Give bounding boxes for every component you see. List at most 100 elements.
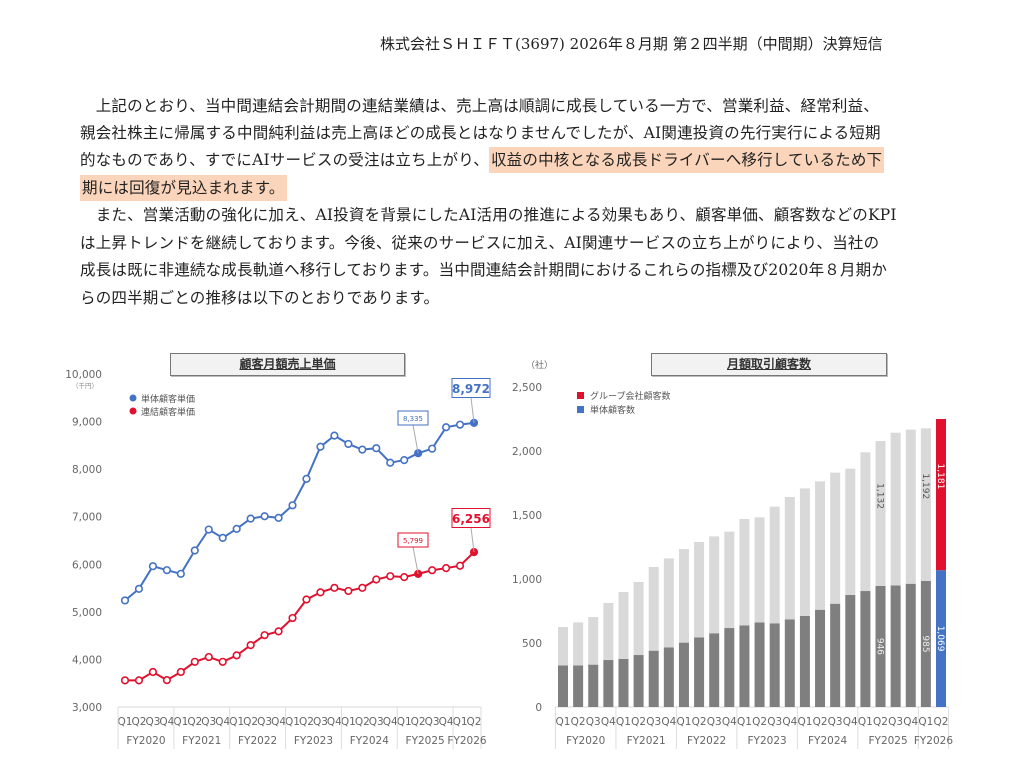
data-point (176, 569, 185, 578)
data-point (441, 423, 451, 432)
year-label: FY2024 (808, 735, 847, 747)
data-point (232, 524, 241, 533)
bar-single-customers (709, 633, 720, 707)
x-tick-label: Q1 (173, 716, 188, 728)
data-point (400, 573, 409, 582)
bar-group-customers (633, 581, 644, 656)
bar-single-customers (784, 619, 795, 707)
legend-marker (129, 394, 137, 402)
data-point (330, 431, 339, 440)
bar-group-customers (830, 472, 841, 604)
data-point (162, 676, 171, 685)
y-unit-label: （千円） (72, 381, 98, 390)
legend-label: 連結顧客単価 (141, 406, 195, 418)
x-tick-label: Q3 (369, 716, 384, 728)
x-tick-label: Q2 (467, 716, 482, 728)
body-line: 期には回復が見込まれます。 (80, 175, 287, 201)
x-tick-label: Q1 (118, 716, 133, 728)
bar-single-customers (663, 647, 674, 707)
bar-value-label: 1,192 (920, 473, 930, 499)
data-point (218, 533, 227, 542)
y-tick-label: 2,000 (512, 446, 542, 458)
bar-group-customers (784, 496, 795, 620)
legend-label: 単体顧客数 (590, 404, 635, 416)
x-tick-label: Q2 (752, 716, 767, 728)
x-tick-label: Q1 (397, 716, 412, 728)
bar-group-customers (875, 441, 886, 586)
y-tick-label: 2,500 (512, 382, 542, 394)
bar-single-customers (845, 595, 856, 707)
bar-single-customers (678, 642, 689, 707)
bar-single-customers (618, 659, 629, 707)
y-tick-label: 7,000 (72, 512, 102, 524)
x-tick-label: Q3 (425, 716, 440, 728)
data-point (218, 657, 227, 666)
year-label: FY2020 (126, 735, 165, 747)
highlighted-text: 期には回復が見込まれます。 (80, 175, 287, 201)
x-tick-label: Q4 (271, 716, 286, 728)
data-point (428, 566, 437, 575)
body-line: 成長は既に非連続な成長軌道へ移行しております。当中間連結会計期間におけるこれらの… (80, 258, 887, 280)
bar-single-customers (875, 585, 886, 707)
data-label-box (451, 508, 491, 528)
y-tick-label: 0 (535, 702, 542, 714)
data-point (274, 627, 283, 636)
data-label: 8,972 (452, 382, 490, 396)
year-label: FY2025 (868, 735, 907, 747)
x-tick-label: Q4 (383, 716, 398, 728)
x-tick-label: Q1 (285, 716, 300, 728)
data-point (330, 583, 339, 592)
data-point (190, 546, 199, 555)
legend-swatch (577, 406, 584, 413)
x-tick-label: Q2 (631, 716, 646, 728)
year-label: FY2025 (406, 735, 445, 747)
data-point (134, 584, 144, 593)
body-line: らの四半期ごとの推移は以下のとおりであります。 (80, 286, 439, 308)
bar-value-label: 1,069 (935, 626, 945, 652)
x-tick-label: Q1 (676, 716, 691, 728)
bar-single-customers (633, 655, 644, 707)
y-unit-label: （社） (526, 359, 553, 371)
bar-single-customers (754, 622, 765, 707)
bar-single-customers (936, 570, 946, 707)
body-line: は上昇トレンドを継続しております。今後、従来のサービスに加え、AI関連サービスの… (80, 231, 879, 253)
x-tick-label: Q3 (767, 716, 782, 728)
bar-single-customers (648, 650, 659, 707)
bar-group-customers (845, 468, 856, 595)
x-tick-label: Q3 (201, 716, 216, 728)
data-point (176, 667, 185, 677)
bar-single-customers (724, 628, 735, 707)
y-tick-label: 10,000 (65, 369, 102, 381)
text-segment: 成長は既に非連続な成長軌道へ移行しております。当中間連結会計期間におけるこれらの… (80, 261, 888, 279)
data-point (148, 667, 158, 677)
bar-group-customers (603, 602, 614, 661)
data-point (344, 586, 353, 596)
year-label: FY2023 (748, 735, 787, 747)
legend-marker (129, 407, 137, 415)
data-point (316, 442, 325, 451)
year-label: FY2020 (566, 735, 605, 747)
x-tick-label: Q1 (858, 716, 873, 728)
bar-single-customers (890, 585, 901, 707)
bar-group-customers (709, 536, 720, 634)
y-tick-label: 4,000 (72, 654, 102, 666)
x-tick-label: Q3 (257, 716, 272, 728)
x-tick-label: Q2 (355, 716, 370, 728)
data-point (316, 588, 325, 597)
document-header: 株式会社ＳＨＩＦＴ(3697) 2026年８月期 第２四半期（中間期）決算短信 (380, 35, 883, 53)
x-tick-label: Q2 (934, 716, 949, 728)
x-tick-label: Q3 (828, 716, 843, 728)
year-label: FY2024 (350, 735, 389, 747)
body-line: 的なものであり、すでにAIサービスの受注は立ち上がり、 収益の中核となる成長ドライ… (80, 147, 885, 173)
bar-group-customers (678, 549, 689, 643)
data-label: 5,799 (403, 537, 423, 545)
bar-group-customers (905, 429, 916, 584)
x-tick-label: Q3 (646, 716, 661, 728)
text-segment: 上記のとおり、当中間連結会計期間の連結業績は、売上高は順調に成長している一方で、… (80, 97, 879, 115)
x-tick-label: Q2 (299, 716, 314, 728)
legend-label: グループ会社顧客数 (590, 390, 670, 402)
label-leader-line (470, 527, 475, 553)
data-point (372, 575, 381, 584)
x-tick-label: Q2 (243, 716, 258, 728)
bar-single-customers (694, 637, 705, 707)
